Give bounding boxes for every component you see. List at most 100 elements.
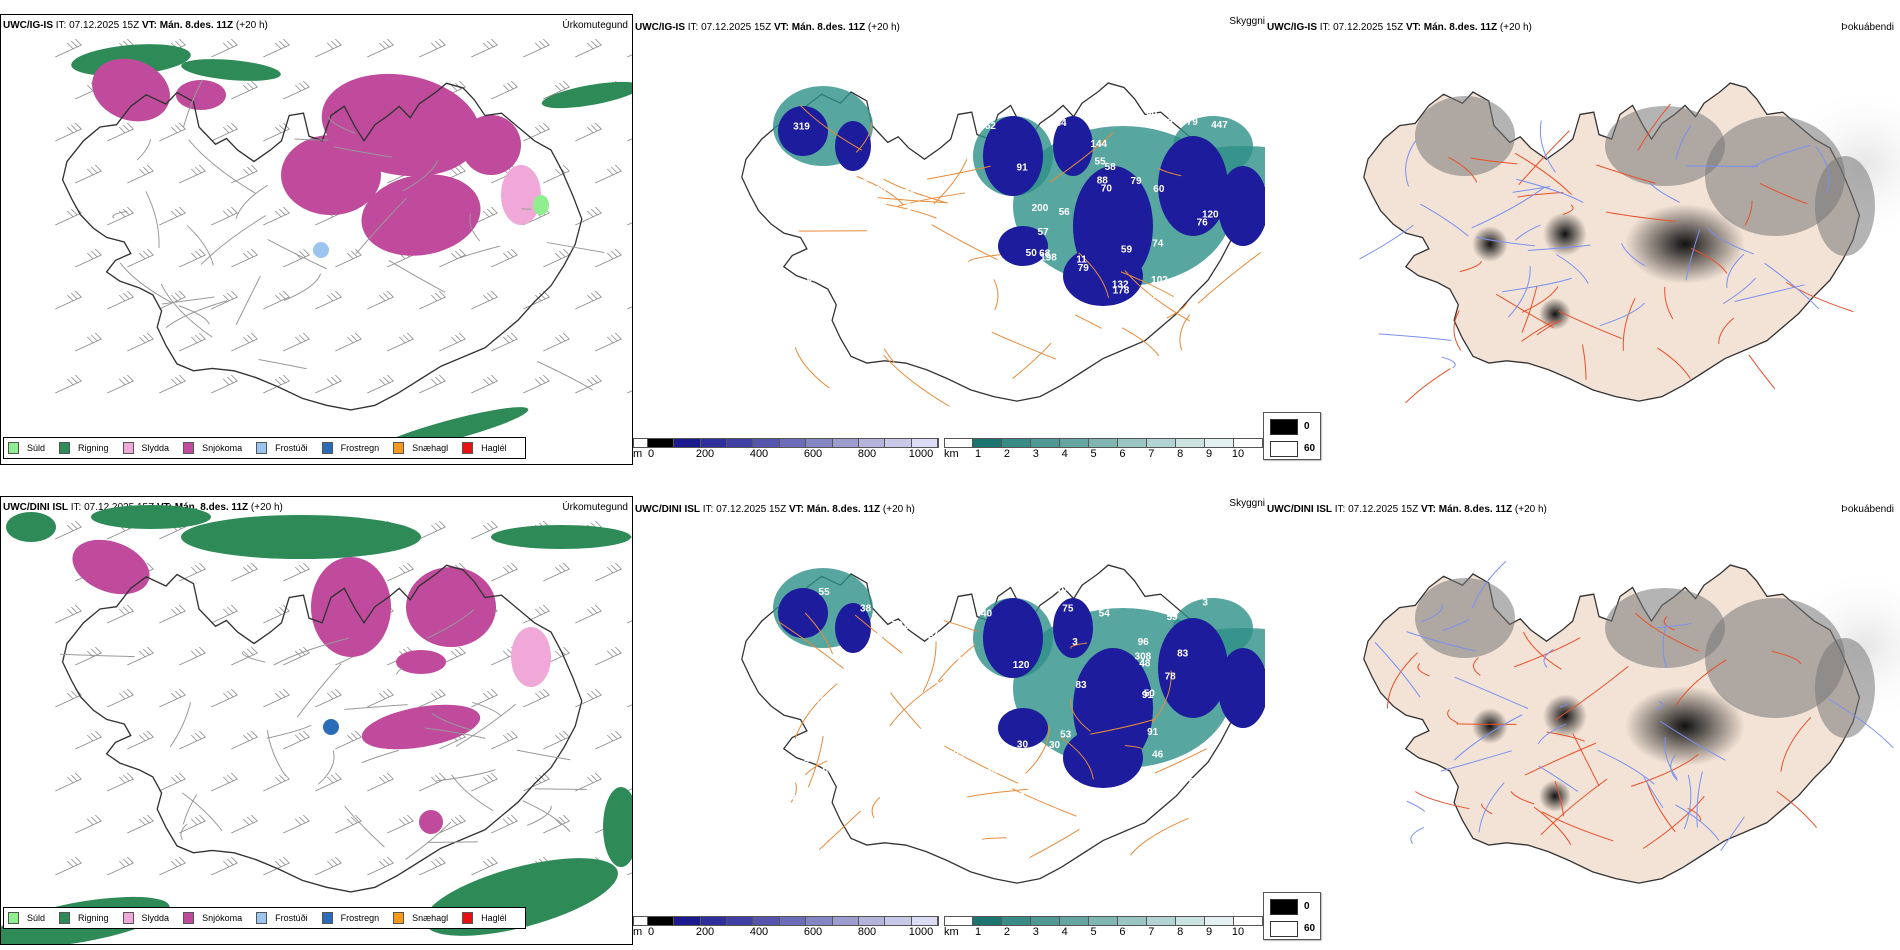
legend-label: Snæhagl [412, 443, 449, 453]
snow-area [92, 58, 170, 122]
wind-barb [367, 290, 394, 310]
road-line [886, 203, 937, 219]
panel-header: UWC/DINI ISL IT: 07.12.2025 15Z VT: Mán.… [635, 504, 915, 515]
wind-barb [263, 374, 290, 394]
wind-barb [491, 814, 518, 834]
road-line [1012, 342, 1052, 379]
wind-barb [127, 646, 154, 666]
high-terrain-area [998, 226, 1048, 266]
colorbar-bar [944, 916, 1264, 926]
colorbar-cell [1234, 439, 1263, 447]
legend-swatch [321, 442, 333, 454]
road-line [1637, 103, 1671, 151]
visibility-colorbar: km 1 2 3 4 5 6 7 8 9 10 [944, 436, 1264, 466]
road-line [1166, 302, 1188, 319]
rain-area [91, 505, 211, 529]
road-line [1420, 203, 1469, 237]
road-line [1718, 317, 1735, 345]
visibility-label: 61 [1032, 106, 1044, 117]
colorbar-tick: 8 [1177, 448, 1184, 460]
wind-barb [231, 730, 258, 750]
road-line [516, 749, 571, 761]
colorbar-cell [945, 439, 973, 447]
colorbar-cell [911, 439, 938, 447]
wind-barb [491, 562, 518, 582]
visibility-label: 200 [1032, 203, 1049, 214]
wind-barb [575, 772, 602, 792]
road-line [180, 823, 188, 841]
wind-barb [159, 122, 186, 142]
road-line [1675, 124, 1692, 160]
road-line [1646, 781, 1676, 833]
road-line [1471, 560, 1507, 609]
visibility-label: 10 [834, 745, 846, 756]
wind-barb [283, 814, 310, 834]
colorbar-tick: 4 [1061, 926, 1068, 938]
road-line [178, 305, 210, 325]
wind-barb [627, 54, 632, 58]
colorbar-tick: 0 [647, 448, 655, 460]
panel-title: Skyggni [1229, 16, 1265, 27]
precip-legend-item: Snæhagl [393, 912, 448, 924]
legend-swatch [462, 912, 474, 924]
colorbar-cell [1147, 917, 1176, 925]
wind-barb [575, 206, 602, 226]
visibility-label: 132 [1112, 279, 1129, 290]
road-line [1748, 354, 1776, 390]
visibility-label: 64 [1056, 118, 1068, 129]
wind-barb [471, 772, 498, 792]
road-line [426, 841, 478, 843]
visibility-map-top: 234 166 93 64 79 77 76 104 105 88 82 69 68 68 70 58 120 1… [741, 82, 1265, 407]
wind-barb [211, 290, 238, 310]
colorbar-tick: 6 [1119, 926, 1126, 938]
wind-barb [419, 38, 446, 58]
visibility-label: 10 [899, 621, 911, 632]
wind-barb [263, 604, 290, 624]
visibility-label: 35 [812, 169, 824, 180]
wind-barb [543, 814, 570, 834]
road-line [431, 713, 472, 731]
snow-area [176, 80, 226, 110]
road-line [1707, 227, 1755, 255]
wind-barb [159, 374, 186, 394]
vt-value: Mán. 8.des. 11Z [1438, 504, 1513, 515]
road-line [405, 821, 452, 860]
colorbar-cell [1234, 917, 1263, 925]
legend-label: Snjókoma [202, 443, 243, 453]
colorbar-cell [1118, 439, 1147, 447]
visibility-label: 70 [785, 791, 797, 802]
colorbar-unit: km [944, 926, 959, 938]
road-line [1049, 131, 1114, 183]
visibility-label: 120 [802, 192, 819, 203]
road-line [777, 620, 844, 670]
road-line [355, 197, 407, 255]
legend-swatch [393, 442, 405, 454]
visibility-label: 30 [1017, 740, 1029, 751]
precip-map-bottom [1, 505, 632, 944]
visibility-label: 83 [1177, 648, 1189, 659]
road-line [241, 652, 266, 663]
fog-legend-label: 0 [1304, 901, 1310, 912]
colorbar-tick: 400 [749, 448, 769, 460]
wind-barb [55, 604, 82, 624]
wind-barb [55, 856, 82, 876]
colorbar-cell [858, 439, 886, 447]
visibility-label: 71 [899, 641, 911, 652]
colorbar-tick: 1000 [908, 926, 934, 938]
colorbar-cell [885, 439, 912, 447]
road-line [536, 361, 593, 391]
colorbar-cell [945, 917, 973, 925]
wind-barb [595, 332, 622, 352]
road-line [1517, 191, 1564, 198]
road-line [402, 160, 439, 192]
legend-label: Slydda [141, 443, 170, 453]
visibility-label: 88 [1097, 176, 1109, 187]
road-line [1441, 356, 1456, 369]
visibility-label: 120 [1013, 660, 1030, 671]
wind-barb [523, 374, 550, 394]
visibility-label: 79 [1187, 117, 1199, 128]
model-name: UWC/IG-IS [1267, 22, 1317, 33]
legend-label: Haglél [481, 443, 507, 453]
road-line [136, 138, 152, 161]
precip-type-panel-top: UWC/IG-IS IT: 07.12.2025 15Z VT: Mán. 8.… [0, 14, 633, 465]
